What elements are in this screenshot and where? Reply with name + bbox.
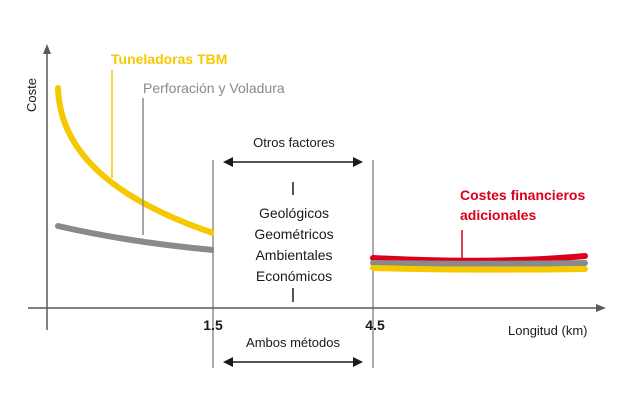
factor-geologicos: Geológicos (259, 205, 329, 221)
tbm-curve-right (370, 265, 588, 273)
factor-economicos: Económicos (256, 268, 332, 284)
pv-label: Perforación y Voladura (143, 80, 285, 96)
x-tick-4-5: 4.5 (365, 317, 385, 333)
tbm-curve-left (55, 85, 216, 236)
ambos-arrow-left-head (223, 357, 233, 367)
ambos-label: Ambos métodos (246, 335, 340, 350)
x-axis-arrow (596, 304, 606, 312)
factor-geometricos: Geométricos (254, 226, 333, 242)
x-tick-1-5: 1.5 (203, 317, 223, 333)
factor-ambientales: Ambientales (255, 247, 332, 263)
financial-label-line1: Costes financieros (460, 187, 585, 203)
y-axis-arrow (43, 44, 51, 54)
tbm-label: Tuneladoras TBM (111, 51, 227, 67)
y-axis-label: Coste (24, 78, 39, 112)
financial-curve (370, 253, 588, 264)
x-axis-label: Longitud (km) (508, 323, 587, 338)
pv-curve-right (370, 260, 588, 267)
ambos-arrow-right-head (353, 357, 363, 367)
financial-label-line2: adicionales (460, 207, 536, 223)
otros-label: Otros factores (253, 135, 335, 150)
otros-arrow-left-head (223, 157, 233, 167)
pv-curve-left (55, 223, 216, 253)
otros-arrow-right-head (353, 157, 363, 167)
